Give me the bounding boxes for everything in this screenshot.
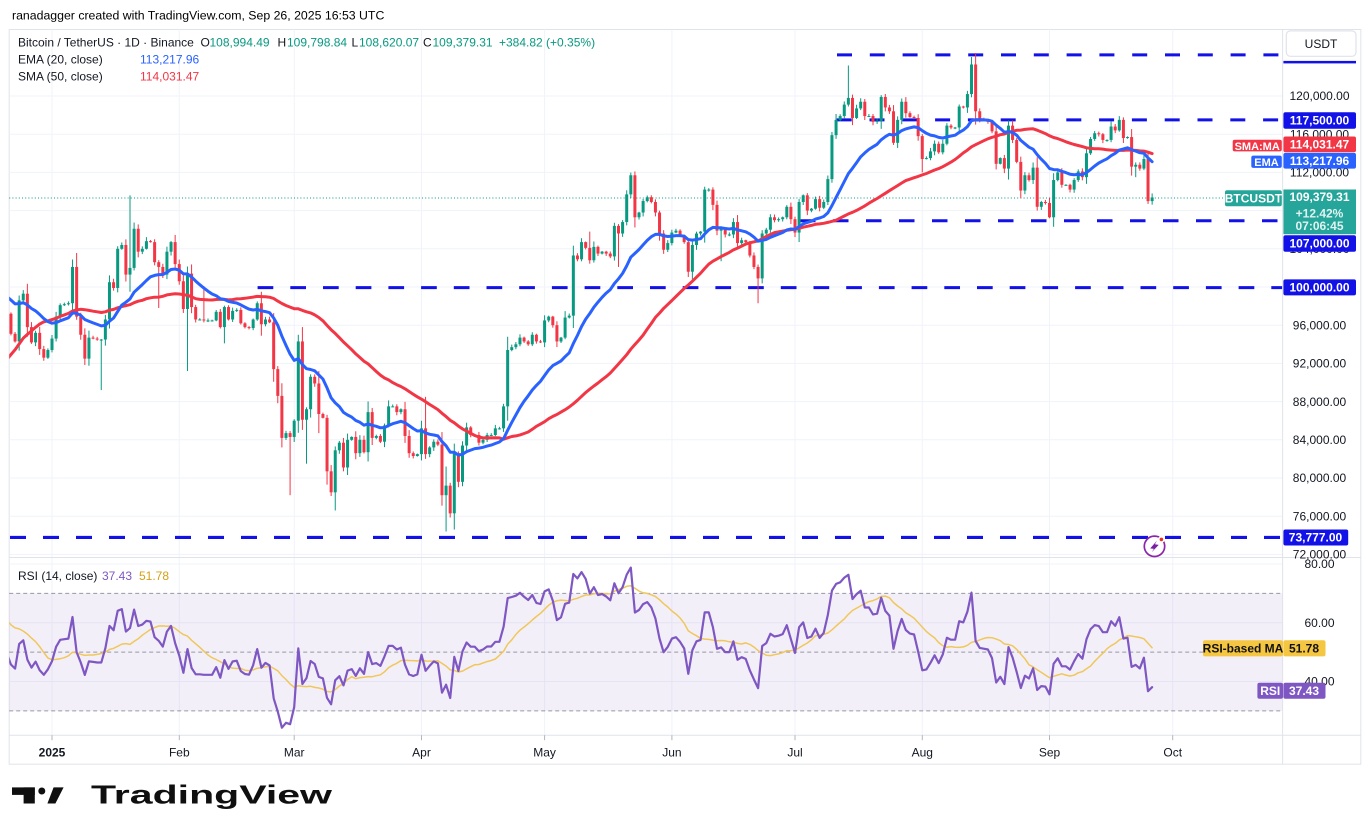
- svg-text:92,000.00: 92,000.00: [1293, 357, 1347, 371]
- svg-text:109,798.84: 109,798.84: [287, 36, 347, 50]
- svg-text:96,000.00: 96,000.00: [1293, 318, 1347, 332]
- svg-text:100,000.00: 100,000.00: [1289, 281, 1349, 295]
- svg-text:ranadagger created with Tradin: ranadagger created with TradingView.com,…: [12, 9, 384, 23]
- svg-text:+12.42%: +12.42%: [1296, 207, 1344, 221]
- svg-text:73,777.00: 73,777.00: [1289, 531, 1343, 545]
- svg-text:114,031.47: 114,031.47: [140, 70, 199, 84]
- svg-text:Bitcoin / TetherUS · 1D · Bina: Bitcoin / TetherUS · 1D · Binance: [18, 36, 194, 50]
- svg-text:O: O: [201, 36, 210, 50]
- svg-text:72,000.00: 72,000.00: [1293, 548, 1347, 562]
- svg-text:H: H: [278, 36, 287, 50]
- svg-text:2025: 2025: [39, 746, 66, 760]
- svg-text:SMA (50, close): SMA (50, close): [18, 70, 103, 84]
- svg-text:88,000.00: 88,000.00: [1293, 395, 1347, 409]
- svg-text:USDT: USDT: [1305, 37, 1338, 51]
- svg-text:51.78: 51.78: [139, 569, 169, 583]
- svg-text:TradingView: TradingView: [91, 780, 333, 810]
- svg-text:Jun: Jun: [662, 746, 681, 760]
- svg-text:117,500.00: 117,500.00: [1290, 114, 1350, 128]
- svg-text:Apr: Apr: [412, 746, 431, 760]
- svg-text:108,620.07: 108,620.07: [359, 36, 419, 50]
- svg-text:112,000.00: 112,000.00: [1290, 166, 1349, 180]
- svg-text:37.43: 37.43: [102, 569, 132, 583]
- svg-text:113,217.96: 113,217.96: [1290, 154, 1350, 168]
- svg-text:120,000.00: 120,000.00: [1289, 89, 1349, 103]
- svg-text:114,031.47: 114,031.47: [1290, 138, 1350, 152]
- svg-text:EMA (20, close): EMA (20, close): [18, 53, 103, 67]
- svg-text:80,000.00: 80,000.00: [1293, 471, 1347, 485]
- svg-text:May: May: [533, 746, 556, 760]
- svg-text:RSI: RSI: [1260, 684, 1280, 698]
- svg-text:60.00: 60.00: [1304, 616, 1334, 630]
- svg-text:Sep: Sep: [1039, 746, 1061, 760]
- svg-text:L: L: [352, 36, 359, 50]
- svg-text:109,379.31: 109,379.31: [1289, 190, 1349, 204]
- svg-text:Feb: Feb: [169, 746, 190, 760]
- svg-text:76,000.00: 76,000.00: [1293, 509, 1347, 523]
- svg-text:BTCUSDT: BTCUSDT: [1225, 192, 1283, 206]
- svg-text:07:06:45: 07:06:45: [1295, 219, 1343, 233]
- svg-text:80.00: 80.00: [1304, 557, 1334, 571]
- svg-text:EMA: EMA: [1254, 157, 1279, 169]
- svg-text:Jul: Jul: [787, 746, 802, 760]
- svg-text:C: C: [423, 36, 432, 50]
- svg-text:Oct: Oct: [1163, 746, 1182, 760]
- svg-text:SMA:MA: SMA:MA: [1235, 141, 1280, 153]
- svg-text:Mar: Mar: [284, 746, 305, 760]
- svg-text:RSI (14, close): RSI (14, close): [18, 569, 97, 583]
- svg-text:107,000.00: 107,000.00: [1289, 237, 1349, 251]
- svg-text:108,994.49: 108,994.49: [210, 36, 270, 50]
- svg-text:RSI-based MA: RSI-based MA: [1203, 642, 1284, 656]
- svg-text:51.78: 51.78: [1289, 642, 1319, 656]
- svg-text:Aug: Aug: [912, 746, 933, 760]
- svg-text:+384.82 (+0.35%): +384.82 (+0.35%): [499, 36, 595, 50]
- svg-text:84,000.00: 84,000.00: [1293, 433, 1347, 447]
- svg-text:37.43: 37.43: [1289, 684, 1319, 698]
- svg-text:113,217.96: 113,217.96: [140, 53, 199, 67]
- svg-text:109,379.31: 109,379.31: [433, 36, 493, 50]
